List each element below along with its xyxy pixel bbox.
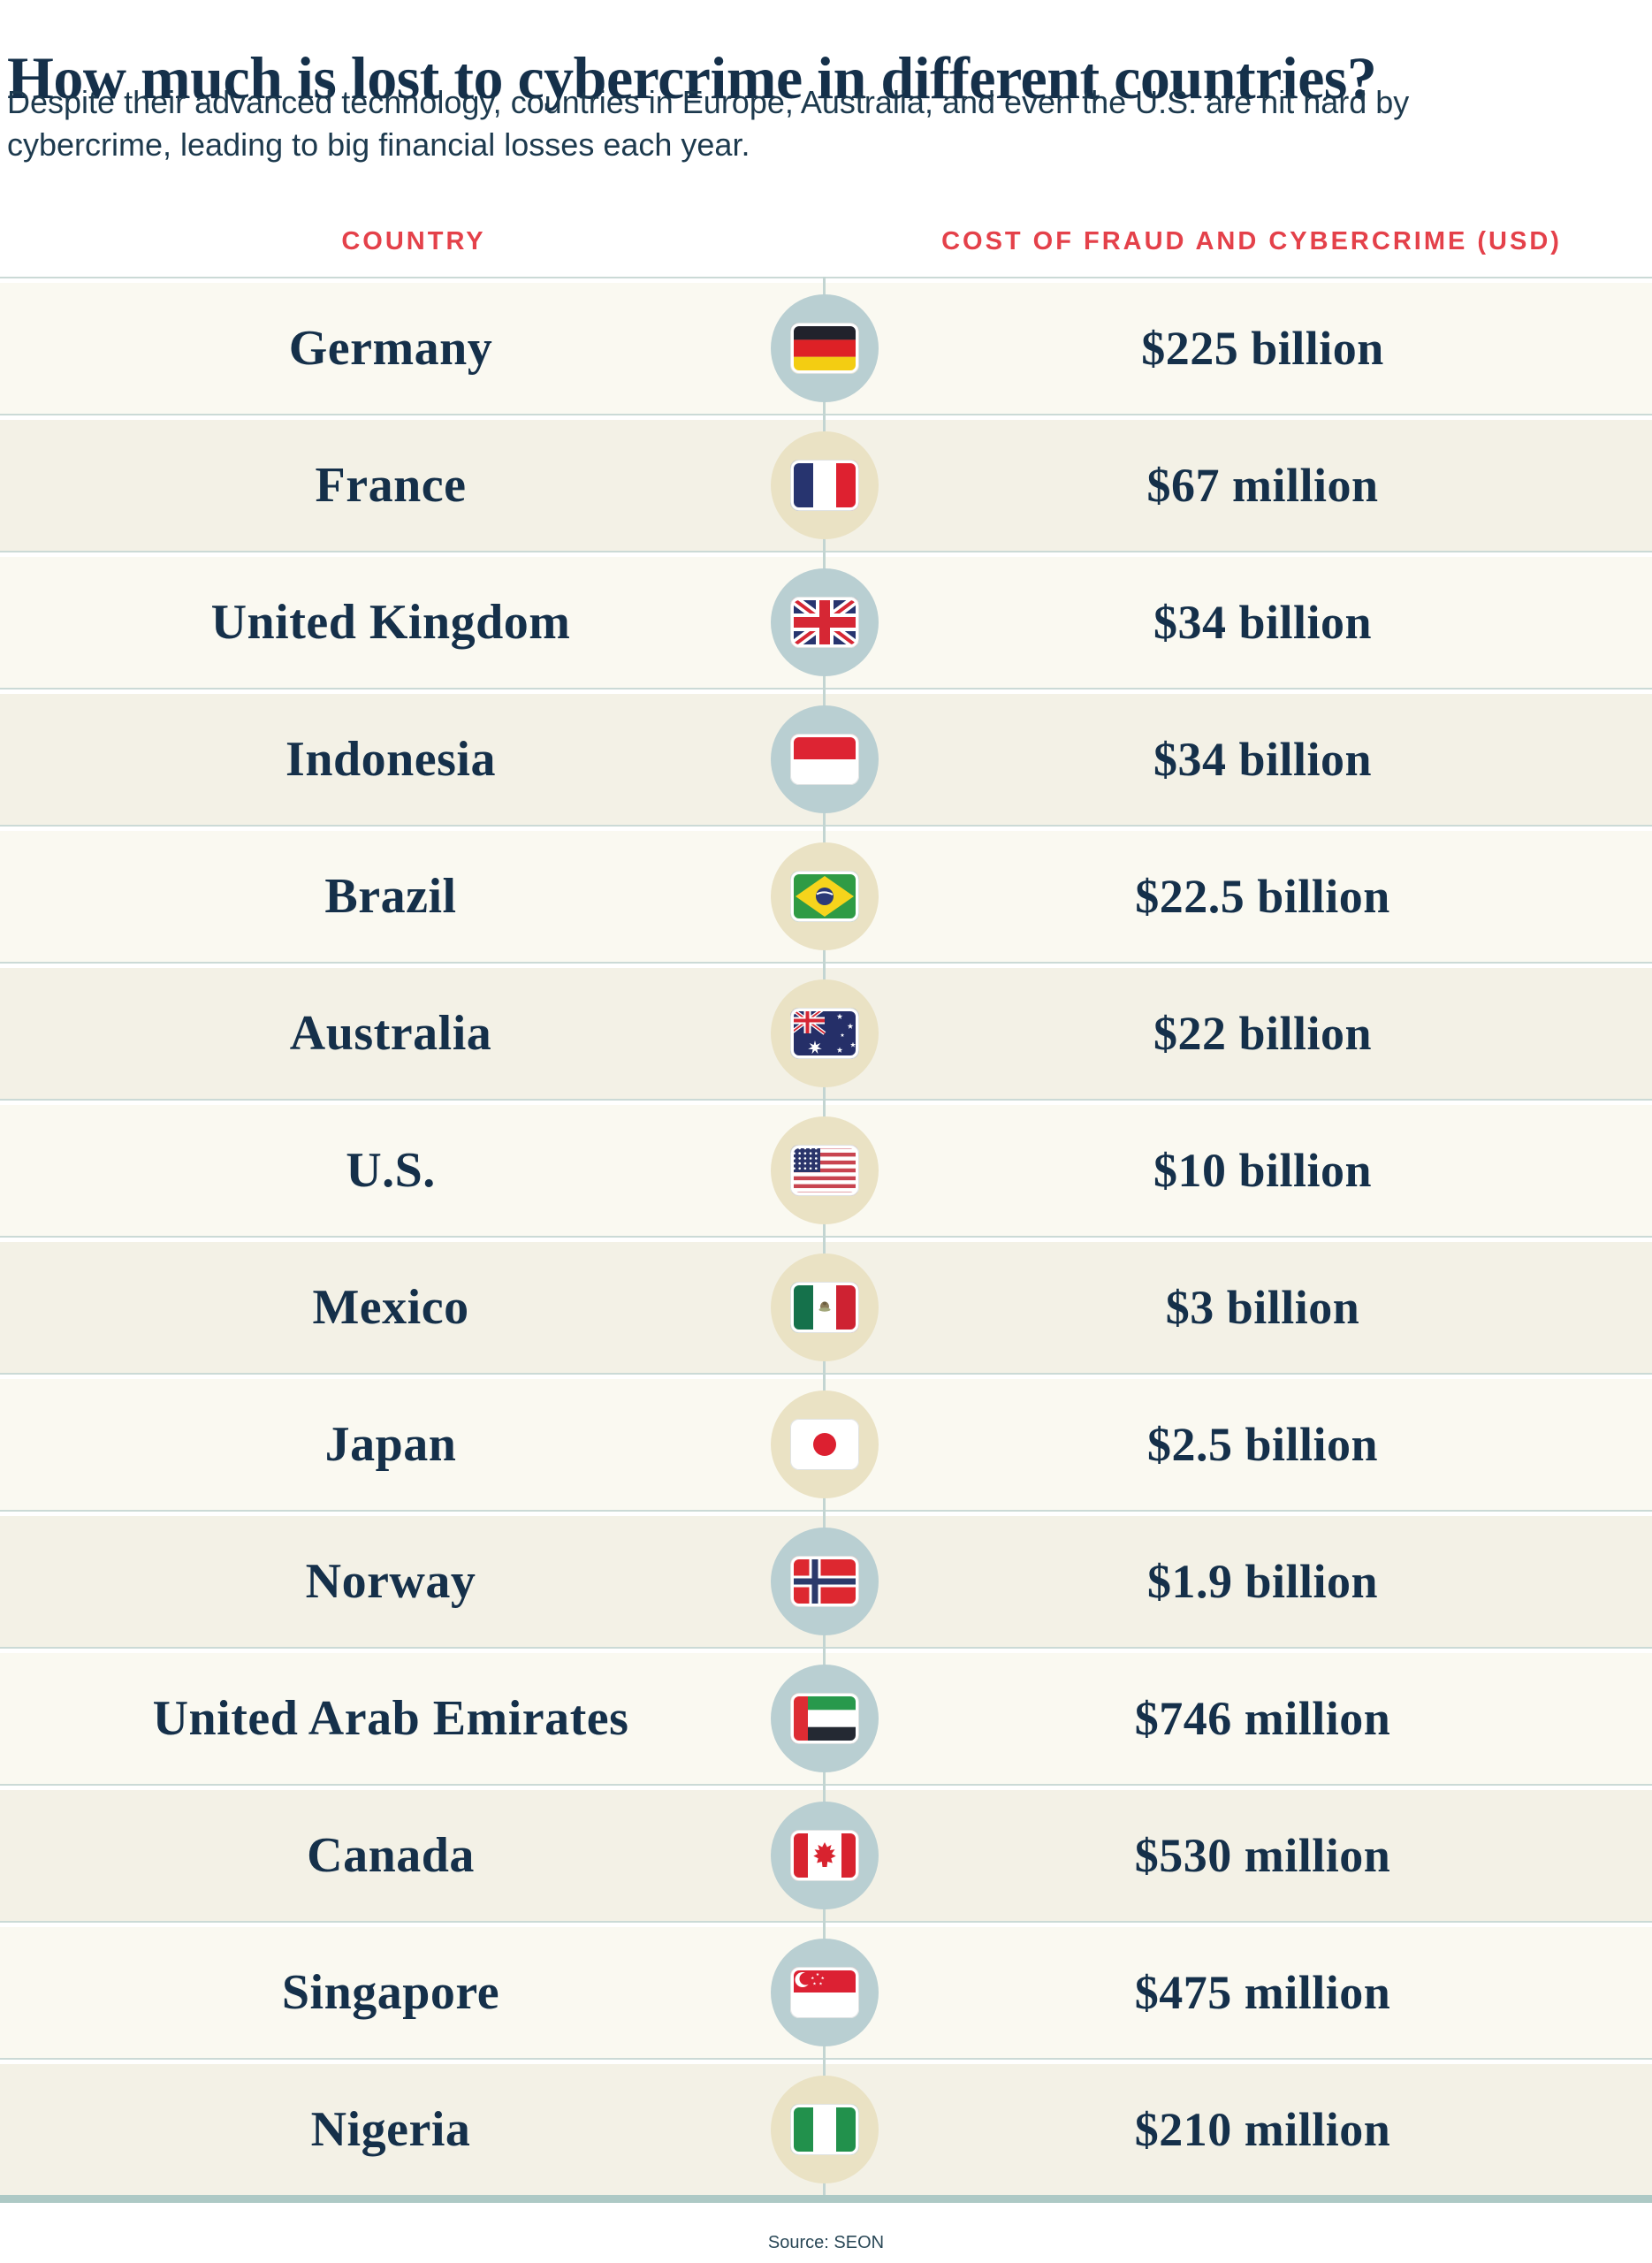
subtitle-line-2: cybercrime, leading to big financial los…: [7, 126, 750, 163]
page-subtitle: Despite their advanced technology, count…: [7, 81, 1642, 166]
subtitle-line-1: Despite their advanced technology, count…: [7, 84, 1410, 120]
country-name: U.S.: [346, 1143, 436, 1198]
cost-value: $2.5 billion: [1146, 1418, 1379, 1471]
flag-circle: [771, 979, 879, 1087]
flag-circle: [771, 1391, 879, 1498]
page-title: How much is lost to cybercrime in differ…: [7, 43, 1377, 111]
row-background: France $67 million: [0, 420, 1652, 551]
table-row: Singapore $475 million: [0, 1921, 1652, 2058]
column-header-country: COUNTRY: [341, 227, 486, 255]
table-row: Indonesia $34 billion: [0, 688, 1652, 825]
table-row: France $67 million: [0, 414, 1652, 551]
cost-value: $22 billion: [1153, 1007, 1373, 1060]
country-name: Germany: [288, 321, 493, 376]
cost-value: $225 billion: [1141, 322, 1384, 375]
table-row: Mexico $3 billion: [0, 1236, 1652, 1373]
brazil-flag-icon: [790, 871, 859, 922]
flag-circle: [771, 1253, 879, 1361]
table-row: Brazil $22.5 billion: [0, 825, 1652, 962]
row-background: Brazil $22.5 billion: [0, 831, 1652, 962]
country-name: Indonesia: [285, 732, 496, 787]
france-flag-icon: [790, 460, 859, 511]
germany-flag-icon: [790, 323, 859, 374]
norway-flag-icon: [790, 1556, 859, 1607]
table-row: United Kingdom $34 billion: [0, 551, 1652, 688]
flag-circle: [771, 1802, 879, 1909]
cost-value: $210 million: [1134, 2103, 1391, 2156]
cost-value: $530 million: [1134, 1829, 1391, 1882]
flag-circle: [771, 1939, 879, 2046]
cost-value: $746 million: [1134, 1692, 1391, 1745]
canada-flag-icon: [790, 1830, 859, 1881]
uk-flag-icon: [790, 597, 859, 648]
country-name: United Kingdom: [210, 595, 571, 650]
japan-flag-icon: [790, 1419, 859, 1470]
flag-circle: [771, 431, 879, 539]
us-flag-icon: [790, 1145, 859, 1196]
flag-circle: [771, 1116, 879, 1224]
table-row: Norway $1.9 billion: [0, 1510, 1652, 1647]
mexico-flag-icon: [790, 1282, 859, 1333]
column-header-cost: COST OF FRAUD AND CYBERCRIME (USD): [941, 227, 1562, 255]
row-background: Indonesia $34 billion: [0, 694, 1652, 825]
country-name: France: [315, 458, 467, 513]
country-name: Nigeria: [310, 2102, 471, 2157]
australia-flag-icon: [790, 1008, 859, 1059]
flag-circle: [771, 842, 879, 950]
country-name: Japan: [324, 1417, 457, 1472]
row-background: Mexico $3 billion: [0, 1242, 1652, 1373]
row-background: Nigeria $210 million: [0, 2064, 1652, 2195]
country-name: Singapore: [281, 1965, 500, 2020]
row-background: Germany $225 billion: [0, 283, 1652, 414]
row-background: United Kingdom $34 billion: [0, 557, 1652, 688]
table-row: Canada $530 million: [0, 1784, 1652, 1921]
cost-value: $34 billion: [1153, 596, 1373, 649]
uae-flag-icon: [790, 1693, 859, 1744]
country-name: Brazil: [324, 869, 457, 924]
country-name: United Arab Emirates: [152, 1691, 629, 1746]
cost-value: $475 million: [1134, 1966, 1391, 2019]
cost-value: $34 billion: [1153, 733, 1373, 786]
singapore-flag-icon: [790, 1967, 859, 2018]
flag-circle: [771, 568, 879, 676]
table-row: Japan $2.5 billion: [0, 1373, 1652, 1510]
cost-value: $10 billion: [1153, 1144, 1373, 1197]
row-background: Canada $530 million: [0, 1790, 1652, 1921]
table-row: Australia $22 billion: [0, 962, 1652, 1099]
table-row: Germany $225 billion: [0, 277, 1652, 414]
table-row: U.S. $10 billion: [0, 1099, 1652, 1236]
indonesia-flag-icon: [790, 734, 859, 785]
nigeria-flag-icon: [790, 2104, 859, 2155]
country-name: Canada: [307, 1828, 475, 1883]
cost-value: $1.9 billion: [1146, 1555, 1379, 1608]
row-background: U.S. $10 billion: [0, 1105, 1652, 1236]
flag-circle: [771, 2076, 879, 2183]
source-caption: Source: SEON: [767, 2233, 885, 2252]
country-name: Mexico: [312, 1280, 469, 1335]
flag-circle: [771, 705, 879, 813]
row-background: Singapore $475 million: [0, 1927, 1652, 2058]
connector-line: [823, 277, 826, 2195]
cost-value: $3 billion: [1165, 1281, 1360, 1334]
table-row: Nigeria $210 million: [0, 2058, 1652, 2195]
flag-circle: [771, 294, 879, 402]
cost-value: $22.5 billion: [1135, 870, 1390, 923]
flag-circle: [771, 1665, 879, 1772]
row-background: United Arab Emirates $746 million: [0, 1653, 1652, 1784]
flag-circle: [771, 1528, 879, 1635]
table-bottom-border: [0, 2195, 1652, 2203]
row-background: Japan $2.5 billion: [0, 1379, 1652, 1510]
country-name: Australia: [289, 1006, 492, 1061]
table-row: United Arab Emirates $746 million: [0, 1647, 1652, 1784]
row-background: Norway $1.9 billion: [0, 1516, 1652, 1647]
row-background: Australia $22 billion: [0, 968, 1652, 1099]
country-name: Norway: [305, 1554, 476, 1609]
cost-value: $67 million: [1146, 459, 1379, 512]
